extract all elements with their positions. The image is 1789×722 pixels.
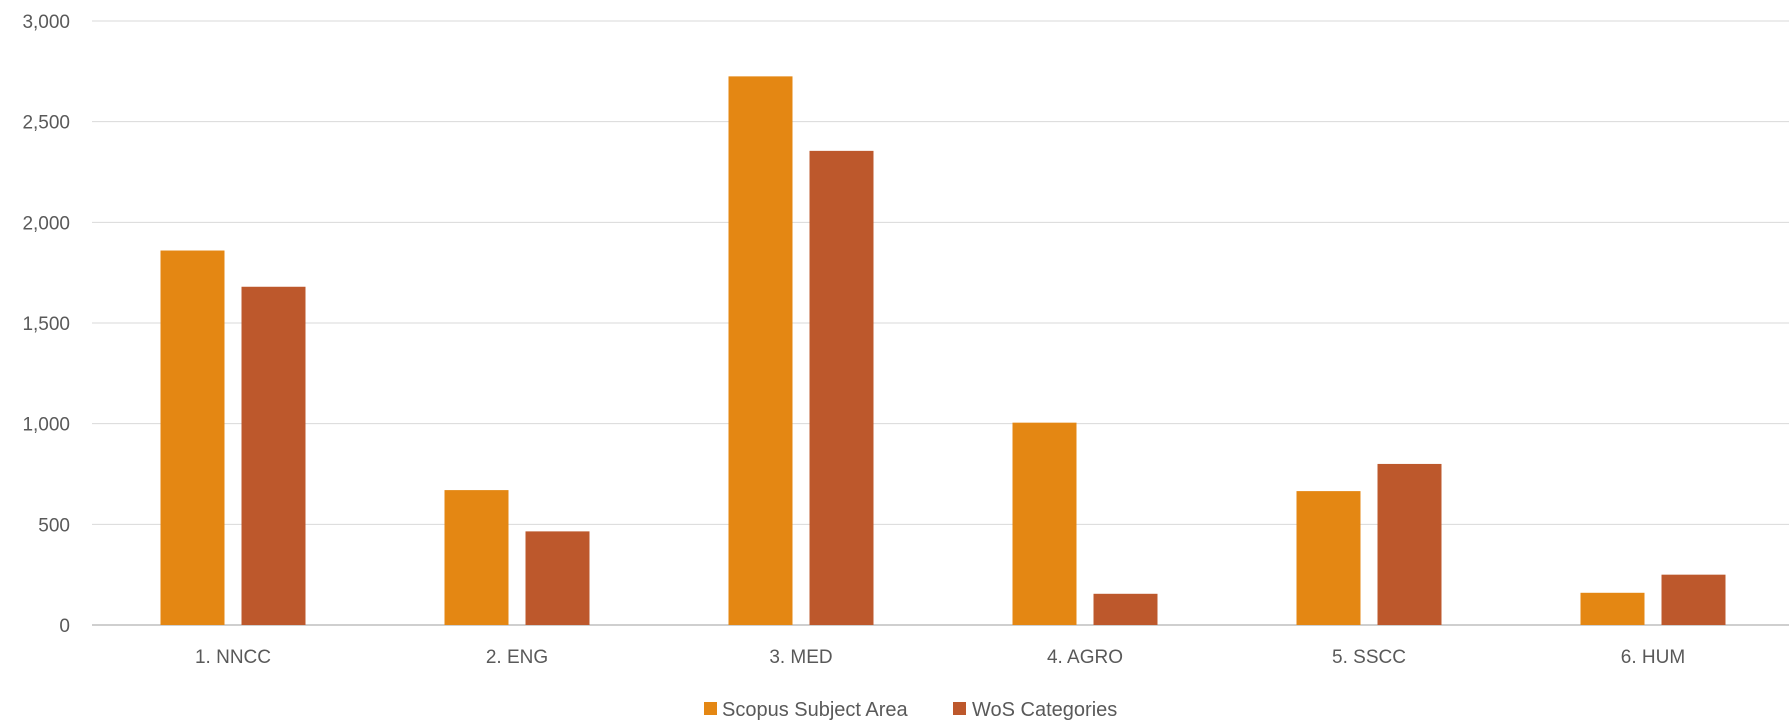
bar-wos-categories-1 [525,531,590,625]
x-tick-label: 2. ENG [486,647,548,668]
bar-scopus-subject-area-5 [1580,592,1645,625]
bar-wos-categories-2 [809,150,874,626]
x-axis-tick-labels: 1. NNCC 2. ENG 3. MED 4. AGRO 5. SSCC 6. HUM [195,647,1685,668]
legend-label: Scopus Subject Area [722,699,909,721]
x-tick-label: 1. NNCC [195,647,271,668]
bar-wos-categories-5 [1661,574,1726,625]
y-tick-label: 500 [38,515,70,536]
gridlines [92,20,1789,626]
y-tick-label: 1,500 [22,314,70,335]
x-tick-label: 3. MED [769,647,832,668]
bar-wos-categories-0 [241,286,306,625]
bar-scopus-subject-area-2 [728,76,793,625]
bar-scopus-subject-area-3 [1012,422,1077,625]
bar-wos-categories-4 [1377,463,1442,625]
x-tick-label: 4. AGRO [1047,647,1123,668]
y-tick-label: 2,000 [22,213,70,234]
y-tick-label: 1,000 [22,415,70,436]
bar-scopus-subject-area-1 [444,490,509,625]
bars [160,76,1726,626]
y-tick-label: 3,000 [22,12,70,33]
legend-swatch [953,702,966,715]
x-tick-label: 5. SSCC [1332,647,1406,668]
x-tick-label: 6. HUM [1621,647,1685,668]
y-tick-label: 0 [59,616,70,637]
bar-wos-categories-3 [1093,593,1158,625]
bar-scopus-subject-area-0 [160,250,225,625]
y-axis-tick-labels: 0 500 1,000 1,500 2,000 2,500 3,000 [22,12,70,637]
bar-scopus-subject-area-4 [1296,491,1361,625]
legend-label: WoS Categories [972,699,1117,721]
legend-swatch [704,702,717,715]
y-tick-label: 2,500 [22,113,70,134]
legend: Scopus Subject Area WoS Categories [704,699,1117,721]
